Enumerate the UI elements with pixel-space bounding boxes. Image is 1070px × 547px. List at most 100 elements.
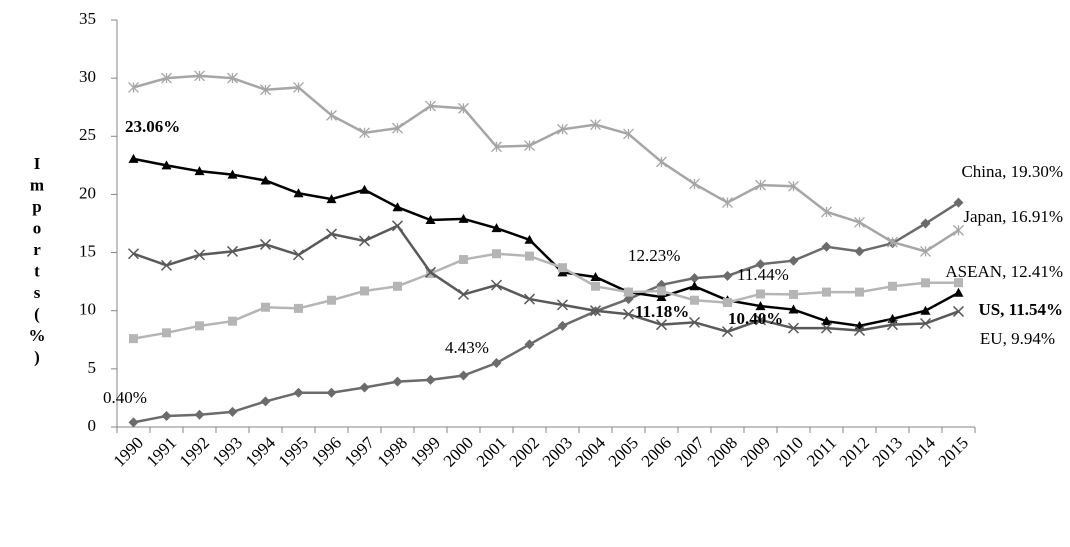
marker [754, 314, 767, 326]
annotation: 4.43% [445, 338, 489, 357]
marker [591, 281, 600, 291]
marker [920, 245, 931, 257]
marker [160, 259, 173, 271]
marker [360, 286, 369, 296]
marker [194, 166, 205, 176]
marker [227, 72, 238, 84]
x-tick-label: 2008 [704, 433, 741, 470]
marker [128, 153, 139, 163]
marker [622, 308, 635, 320]
marker [888, 281, 897, 291]
marker [326, 387, 337, 398]
x-tick-label: 2006 [638, 433, 675, 470]
x-tick-label: 2002 [506, 433, 543, 470]
annotation: US, 11.54% [978, 300, 1063, 319]
marker [821, 206, 832, 218]
marker [721, 326, 734, 338]
marker [325, 228, 338, 240]
marker [921, 278, 930, 288]
marker [391, 220, 404, 232]
marker [788, 180, 799, 192]
marker [524, 339, 535, 350]
marker [392, 376, 403, 387]
marker [358, 235, 371, 247]
marker [688, 316, 701, 328]
x-tick-label: 1993 [209, 433, 246, 470]
marker [490, 279, 503, 291]
marker [392, 202, 403, 212]
marker [393, 281, 402, 291]
x-tick-label: 1991 [143, 433, 180, 470]
marker [228, 316, 237, 326]
marker [226, 245, 239, 257]
marker [491, 358, 502, 369]
marker [820, 322, 833, 334]
marker [656, 156, 667, 168]
marker [326, 194, 337, 204]
marker [359, 382, 370, 393]
annotation: 12.23% [628, 246, 680, 265]
series-line [133, 224, 959, 333]
marker [887, 313, 898, 323]
y-tick-label: 35 [79, 9, 96, 28]
marker [359, 127, 370, 139]
x-tick-label: 2013 [869, 433, 906, 470]
marker [821, 241, 832, 252]
x-tick-label: 2007 [671, 433, 709, 471]
marker [755, 259, 766, 270]
marker [458, 213, 469, 223]
marker [722, 197, 733, 209]
marker [854, 216, 865, 228]
x-tick-label: 1999 [407, 433, 444, 470]
marker [557, 123, 568, 135]
marker [755, 179, 766, 191]
marker [557, 320, 568, 331]
x-tick-label: 2011 [803, 433, 840, 470]
marker [524, 234, 535, 244]
marker [260, 396, 271, 407]
x-tick-label: 2004 [572, 433, 610, 471]
marker [293, 188, 304, 198]
marker [953, 224, 964, 236]
y-tick-label: 30 [79, 67, 96, 86]
annotation: 0.40% [103, 388, 147, 407]
marker [525, 251, 534, 261]
marker [656, 291, 667, 301]
x-tick-label: 2015 [935, 433, 972, 470]
marker [227, 406, 238, 417]
x-tick-label: 2005 [605, 433, 642, 470]
x-tick-label: 2012 [836, 433, 873, 470]
marker [523, 293, 536, 305]
marker [194, 409, 205, 420]
marker [260, 175, 271, 185]
marker [161, 160, 172, 170]
marker [524, 140, 535, 152]
series-line [133, 252, 959, 340]
x-tick-label: 1998 [374, 433, 411, 470]
marker [491, 223, 502, 233]
marker [392, 122, 403, 134]
marker [459, 255, 468, 265]
marker [723, 298, 732, 308]
marker [952, 305, 965, 317]
annotation: 10.40% [728, 309, 783, 328]
marker [590, 271, 601, 281]
y-tick-label: 15 [79, 241, 96, 260]
marker [161, 72, 172, 84]
marker [425, 100, 436, 112]
marker [690, 295, 699, 305]
annotation: China, 19.30% [961, 162, 1063, 181]
marker [689, 273, 700, 284]
marker [457, 288, 470, 300]
marker [590, 119, 601, 131]
series-line [133, 74, 960, 253]
y-tick-label: 20 [79, 183, 96, 202]
marker [887, 236, 898, 248]
marker [822, 287, 831, 297]
marker [853, 324, 866, 337]
y-tick-label: 25 [79, 125, 96, 144]
marker [756, 289, 765, 299]
marker [425, 215, 436, 225]
series-line [133, 157, 960, 328]
